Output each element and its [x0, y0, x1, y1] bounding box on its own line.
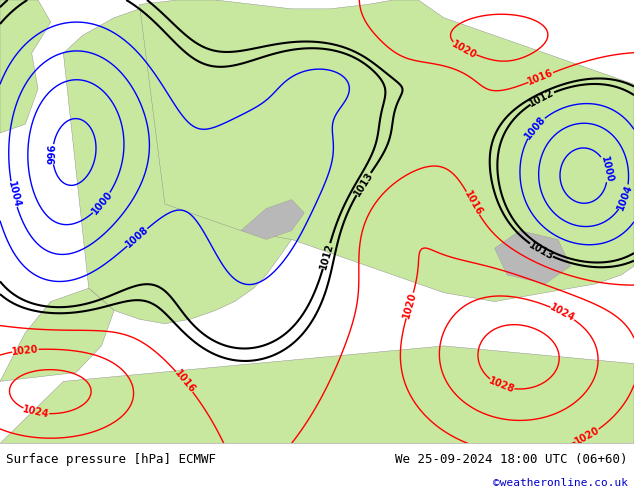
Polygon shape: [0, 0, 51, 133]
Text: 1028: 1028: [487, 376, 516, 395]
Text: 1020: 1020: [573, 425, 602, 447]
Polygon shape: [0, 346, 634, 443]
Polygon shape: [139, 0, 634, 301]
Polygon shape: [241, 199, 304, 240]
Text: 1020: 1020: [450, 39, 479, 60]
Text: 996: 996: [48, 144, 58, 165]
Text: Surface pressure [hPa] ECMWF: Surface pressure [hPa] ECMWF: [6, 453, 216, 466]
Text: 1024: 1024: [22, 404, 50, 420]
Text: 1012: 1012: [318, 242, 335, 270]
Text: 1016: 1016: [172, 368, 197, 395]
Text: ©weatheronline.co.uk: ©weatheronline.co.uk: [493, 478, 628, 488]
Text: 1004: 1004: [616, 183, 634, 212]
Text: 1008: 1008: [124, 224, 151, 250]
Text: 1016: 1016: [462, 189, 484, 218]
Text: 1008: 1008: [523, 114, 548, 141]
Text: 1016: 1016: [526, 68, 555, 87]
Text: 1012: 1012: [527, 87, 556, 109]
Polygon shape: [495, 231, 571, 284]
Text: 1004: 1004: [6, 180, 22, 209]
Text: 1013: 1013: [352, 170, 375, 198]
Polygon shape: [63, 0, 412, 324]
Text: 1020: 1020: [401, 291, 418, 320]
Text: 1000: 1000: [89, 190, 115, 217]
Text: 1013: 1013: [527, 240, 555, 262]
Text: 1024: 1024: [548, 302, 577, 324]
Text: 1000: 1000: [598, 155, 614, 183]
Text: We 25-09-2024 18:00 UTC (06+60): We 25-09-2024 18:00 UTC (06+60): [395, 453, 628, 466]
Polygon shape: [0, 288, 114, 381]
Text: 1020: 1020: [11, 344, 39, 357]
